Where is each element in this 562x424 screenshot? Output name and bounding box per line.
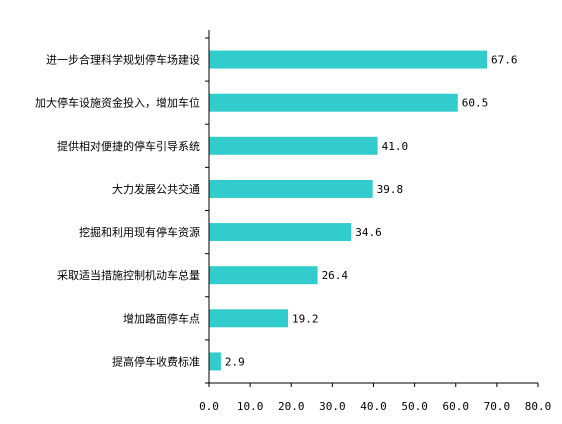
x-axis: 0.0 10.0 20.0 30.0 40.0 50.0 60.0 70.0 80.0 bbox=[199, 30, 551, 413]
value-label: 41.0 bbox=[382, 140, 409, 153]
x-tick-label: 60.0 bbox=[443, 400, 470, 413]
bar bbox=[209, 223, 352, 242]
bar bbox=[209, 136, 378, 155]
bars-layer bbox=[209, 50, 488, 371]
x-tick-label: 50.0 bbox=[401, 400, 428, 413]
value-label: 19.2 bbox=[292, 312, 319, 325]
category-label: 采取适当措施控制机动车总量 bbox=[57, 268, 200, 282]
value-labels-layer: 67.6 60.5 41.0 39.8 34.6 26.4 19.2 2.9 bbox=[225, 54, 518, 369]
bar bbox=[209, 309, 288, 328]
x-tick-label: 70.0 bbox=[484, 400, 511, 413]
category-label: 提供相对便捷的停车引导系统 bbox=[57, 139, 200, 153]
category-labels-layer: 进一步合理科学规划停车场建设加大停车设施资金投入，增加车位提供相对便捷的停车引导… bbox=[35, 53, 200, 369]
value-label: 60.5 bbox=[462, 97, 489, 110]
category-label: 增加路面停车点 bbox=[123, 311, 200, 325]
bar bbox=[209, 50, 488, 69]
value-label: 67.6 bbox=[491, 54, 518, 67]
bar bbox=[209, 266, 318, 285]
category-label: 大力发展公共交通 bbox=[112, 182, 200, 196]
x-tick-label: 0.0 bbox=[199, 400, 219, 413]
category-label: 提高停车收费标准 bbox=[112, 354, 200, 368]
x-tick-label: 80.0 bbox=[525, 400, 552, 413]
bar bbox=[209, 352, 221, 371]
value-label: 34.6 bbox=[355, 226, 382, 239]
x-tick-label: 10.0 bbox=[237, 400, 264, 413]
x-tick-label: 20.0 bbox=[278, 400, 305, 413]
category-label: 加大停车设施资金投入，增加车位 bbox=[35, 96, 200, 110]
bar bbox=[209, 179, 373, 198]
category-label: 进一步合理科学规划停车场建设 bbox=[46, 53, 200, 67]
category-label: 挖掘和利用现有停车资源 bbox=[79, 225, 200, 239]
bar bbox=[209, 93, 458, 112]
x-tick-label: 40.0 bbox=[360, 400, 387, 413]
value-label: 26.4 bbox=[322, 269, 349, 282]
value-label: 39.8 bbox=[377, 183, 404, 196]
value-label: 2.9 bbox=[225, 355, 245, 368]
x-tick-label: 30.0 bbox=[319, 400, 346, 413]
